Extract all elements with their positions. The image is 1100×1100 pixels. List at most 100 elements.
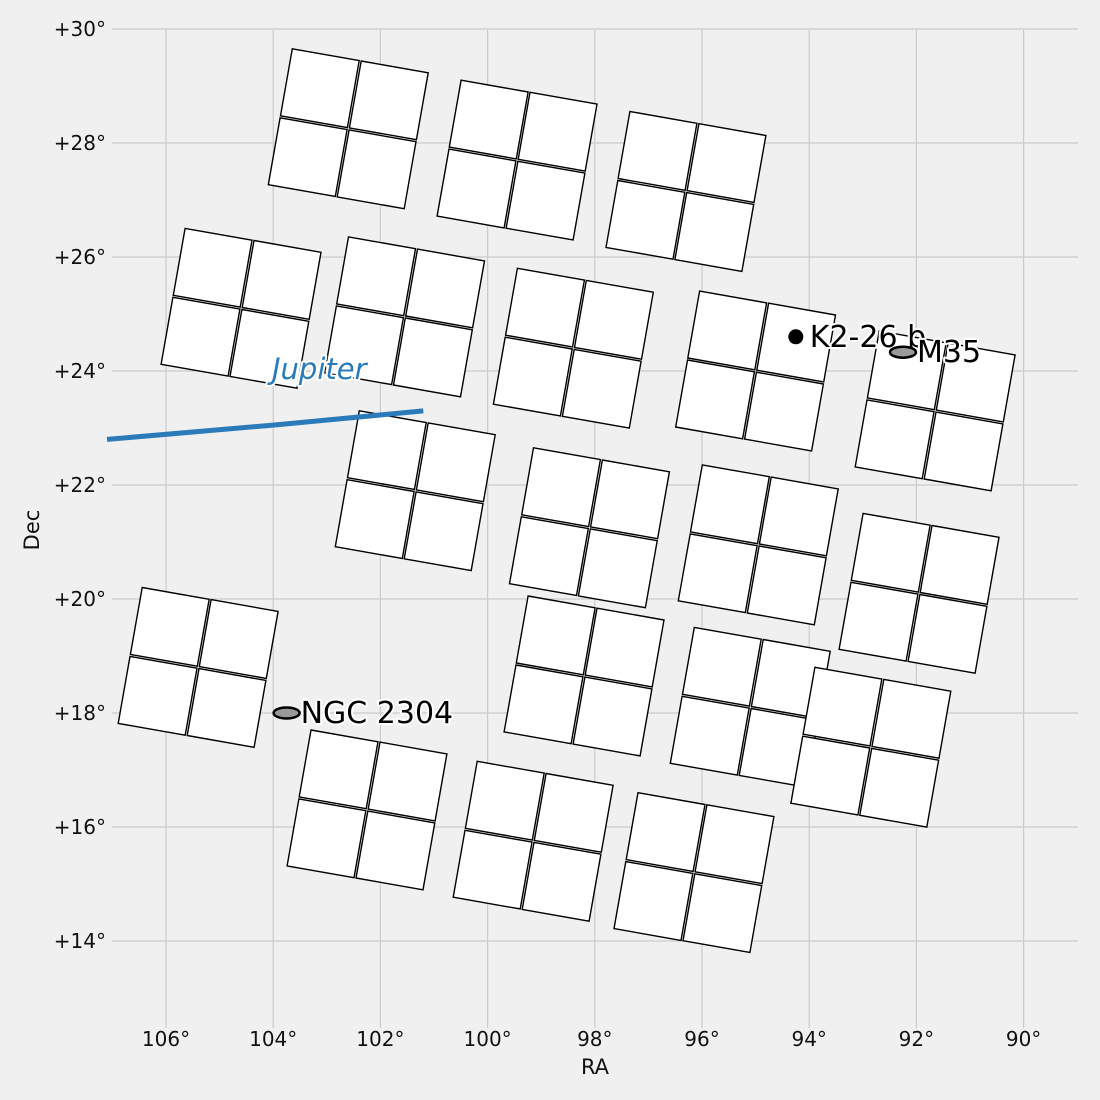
ccd-chip xyxy=(241,239,322,321)
target-label: NGC 2304 xyxy=(301,696,454,731)
x-tick-label: 102° xyxy=(356,1027,404,1051)
y-tick-label: +20° xyxy=(54,587,106,611)
ccd-chip xyxy=(572,676,653,757)
cluster-marker xyxy=(888,345,918,359)
y-tick-label: +30° xyxy=(54,17,106,41)
ccd-chip xyxy=(758,476,840,557)
ccd-module xyxy=(436,79,598,241)
ccd-chip xyxy=(348,60,430,141)
y-tick-label: +24° xyxy=(54,359,106,383)
ccd-chip xyxy=(505,160,586,241)
ccd-chip xyxy=(677,533,758,614)
ccd-chip xyxy=(279,47,361,129)
ccd-chip xyxy=(919,524,1000,606)
ccd-chip xyxy=(503,664,584,745)
ccd-module xyxy=(323,236,486,398)
ccd-chip xyxy=(682,872,763,954)
x-tick-label: 98° xyxy=(577,1027,612,1051)
ccd-chip xyxy=(392,317,474,398)
ccd-chip xyxy=(584,607,665,688)
ccd-chip xyxy=(790,735,871,816)
ccd-chip xyxy=(404,248,486,329)
y-tick-label: +18° xyxy=(54,701,106,725)
ccd-module xyxy=(334,409,497,572)
ccd-module xyxy=(503,595,665,757)
ccd-chip xyxy=(681,626,763,707)
ccd-chip xyxy=(415,422,497,503)
ccd-chip xyxy=(355,810,436,891)
ccd-chip xyxy=(198,598,279,680)
ccd-chip xyxy=(923,411,1004,492)
x-axis-label: RA xyxy=(581,1055,610,1079)
y-tick-label: +22° xyxy=(54,473,106,497)
ccd-module xyxy=(508,446,671,609)
planet-track-layer: Jupiter xyxy=(106,350,424,442)
ccd-chip xyxy=(367,741,448,822)
ccd-chip xyxy=(504,267,586,348)
ccd-chip xyxy=(669,695,750,776)
ccd-chip xyxy=(286,798,367,879)
ccd-chip xyxy=(854,399,935,480)
ccd-chip xyxy=(674,191,755,273)
ccd-chip xyxy=(436,148,517,229)
ccd-chip xyxy=(334,478,415,560)
ccd-chip xyxy=(129,586,211,668)
ccd-chip xyxy=(866,330,948,411)
ccd-chip xyxy=(336,129,417,210)
ccd-module xyxy=(492,267,655,429)
ccd-module xyxy=(267,47,430,210)
ccd-chip xyxy=(508,515,590,597)
x-tick-label: 90° xyxy=(1006,1027,1041,1051)
ccd-chip xyxy=(935,342,1016,423)
ccd-chip xyxy=(686,122,767,204)
ccd-chip xyxy=(686,290,768,371)
ccd-module xyxy=(790,666,952,828)
ccd-chip xyxy=(267,116,348,198)
x-tick-label: 94° xyxy=(791,1027,826,1051)
ccd-chip xyxy=(464,760,546,841)
ccd-chip xyxy=(625,791,706,873)
ccd-chip xyxy=(521,841,602,923)
ccd-chip xyxy=(515,595,596,676)
ccd-chip xyxy=(492,336,574,417)
ccd-module xyxy=(613,791,775,954)
ccd-module xyxy=(160,227,322,390)
ccd-chip xyxy=(160,296,241,377)
ccd-chip xyxy=(517,91,598,172)
ccd-module xyxy=(669,626,832,789)
ccd-chip xyxy=(298,729,379,810)
ccd-chip xyxy=(577,528,659,609)
ccd-chip xyxy=(613,860,694,942)
ccd-chip xyxy=(520,446,602,528)
ccd-chip xyxy=(746,545,827,626)
ccd-chip xyxy=(605,179,686,261)
ccd-chip xyxy=(907,593,988,675)
x-tick-label: 92° xyxy=(899,1027,934,1051)
x-tick-label: 106° xyxy=(142,1027,190,1051)
ccd-chip xyxy=(858,747,940,828)
cluster-marker xyxy=(272,706,301,720)
ccd-chip xyxy=(346,409,428,491)
ccd-chip xyxy=(694,803,775,885)
ccd-chip xyxy=(561,348,642,429)
ccd-module xyxy=(117,586,279,749)
x-tick-label: 96° xyxy=(684,1027,719,1051)
ccd-chip xyxy=(186,667,267,749)
ccd-chip xyxy=(172,227,253,308)
y-tick-label: +26° xyxy=(54,245,106,269)
ccd-module xyxy=(605,110,767,273)
planet-host-marker xyxy=(788,329,804,345)
jupiter-track xyxy=(106,408,424,442)
ccd-chip xyxy=(802,666,883,747)
ccd-chip xyxy=(573,279,655,361)
y-tick-label: +16° xyxy=(54,815,106,839)
ccd-footprint xyxy=(117,47,1016,954)
ccd-chip xyxy=(117,655,198,737)
ccd-chip xyxy=(403,491,484,572)
ccd-chip xyxy=(452,829,533,910)
ccd-chip xyxy=(617,110,698,192)
ccd-chip xyxy=(533,772,614,854)
ccd-module xyxy=(677,464,840,626)
